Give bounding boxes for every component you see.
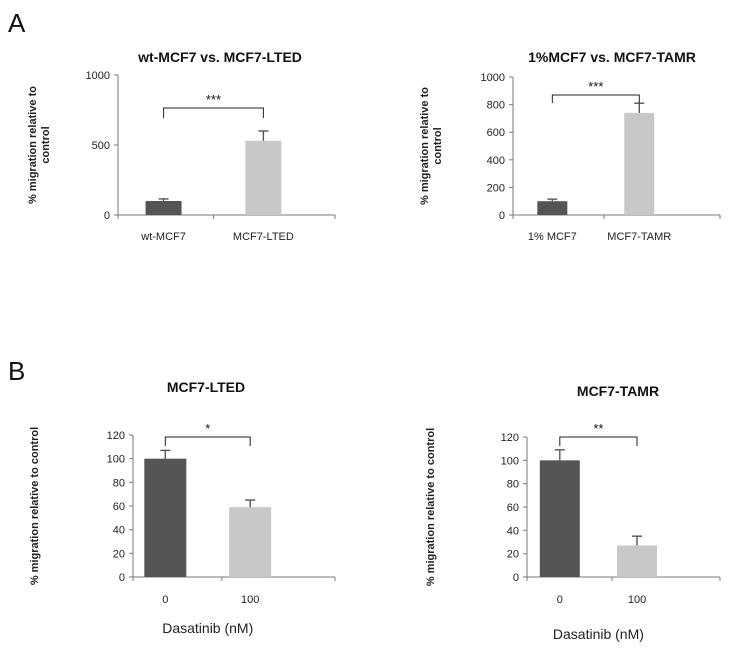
y-tick-label: 0 [499,210,505,222]
panel-letter-b: B [8,356,25,386]
chart-lted-dasatinib: MCF7-LTED % migration relative to control… [29,379,336,636]
bar-control [539,460,580,577]
x-axis-label: Dasatinib (nM) [162,620,253,636]
category-label: wt-MCF7 [140,231,186,243]
y-tick-label: 120 [107,430,125,442]
significance-bracket [164,436,251,446]
bar-control [145,201,182,215]
chart-title: 1%MCF7 vs. MCF7-TAMR [528,49,696,65]
significance-bracket [551,94,640,103]
y-tick-label: 1000 [481,72,505,84]
category-label: MCF7-LTED [233,231,294,243]
chart-1pct-vs-tamr: 1%MCF7 vs. MCF7-TAMR % migration relative… [419,49,721,243]
y-tick-label: 60 [507,502,519,514]
chart-wt-vs-lted: wt-MCF7 vs. MCF7-LTED % migration relativ… [27,49,336,243]
y-axis-label: % migration relative to control [425,428,437,586]
y-axis-label-line: % migration relative to [419,87,431,205]
y-tick-label: 0 [119,572,125,584]
bar-treatment [229,507,272,577]
y-tick-label: 100 [501,455,519,467]
category-label: MCF7-TAMR [607,231,671,243]
significance-bracket [163,107,264,118]
y-tick-label: 80 [507,479,519,491]
y-axis-label-line: % migration relative to [27,86,39,204]
y-tick-label: 0 [513,572,519,584]
y-tick-label: 80 [113,477,125,489]
bar-treatment [617,545,658,577]
chart-title: wt-MCF7 vs. MCF7-LTED [137,49,302,65]
category-label: 1% MCF7 [528,231,577,243]
bar-control [144,458,187,577]
chart-title: MCF7-LTED [167,379,245,395]
y-tick-label: 120 [501,432,519,444]
y-tick-label: 60 [113,501,125,513]
bar-treatment [624,112,655,215]
significance-marker: *** [588,79,603,94]
significance-marker: * [205,421,210,436]
y-axis-label-line: control [432,127,444,164]
y-tick-label: 400 [487,155,505,167]
y-tick-label: 1000 [86,70,110,82]
significance-marker: ** [593,421,603,436]
y-axis-label-line: control [40,126,52,163]
category-label: 100 [241,594,259,606]
panel-letter-a: A [8,8,26,38]
y-axis-label: % migration relative tocontrol [27,86,52,204]
bar-treatment [245,140,282,215]
y-tick-label: 200 [487,182,505,194]
significance-bracket [559,436,638,446]
chart-tamr-dasatinib: MCF7-TAMR % migration relative to control… [425,383,721,642]
y-tick-label: 40 [507,525,519,537]
y-tick-label: 40 [113,525,125,537]
x-axis-label: Dasatinib (nM) [553,626,644,642]
y-tick-label: 500 [92,140,110,152]
y-tick-label: 20 [113,548,125,560]
y-axis-label: % migration relative to control [29,427,41,585]
y-tick-label: 800 [487,100,505,112]
significance-marker: *** [206,92,221,107]
y-tick-label: 0 [104,210,110,222]
category-label: 0 [162,594,168,606]
y-tick-label: 600 [487,127,505,139]
y-tick-label: 20 [507,549,519,561]
bar-control [537,201,568,215]
chart-title: MCF7-TAMR [577,383,659,399]
category-label: 0 [557,594,563,606]
y-tick-label: 100 [107,454,125,466]
y-axis-label: % migration relative tocontrol [419,87,444,205]
category-label: 100 [628,594,646,606]
